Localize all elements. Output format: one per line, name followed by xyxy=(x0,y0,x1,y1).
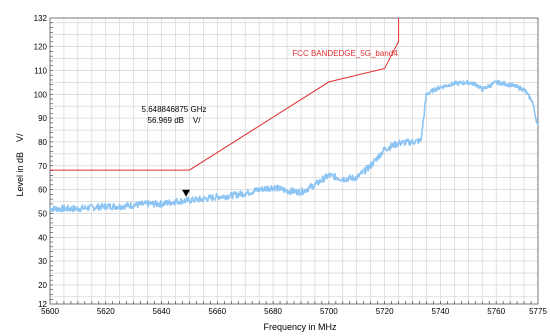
x-tick-label: 5760 xyxy=(487,307,505,316)
y-tick-label: 70 xyxy=(38,162,47,171)
x-tick-label: 5620 xyxy=(97,307,115,316)
y-tick-label: 60 xyxy=(38,186,47,195)
tick-labels: 5600 5620 5640 5660 5680 5700 5720 5740 5760 5775… xyxy=(34,14,548,316)
x-tick-label: 5640 xyxy=(153,307,171,316)
series-group xyxy=(49,18,539,213)
y-tick-label: 110 xyxy=(34,66,47,75)
y-tick-label: 50 xyxy=(38,209,47,218)
series-line-measurement xyxy=(49,79,539,213)
x-tick-label: 5700 xyxy=(320,307,338,316)
y-tick-label: 40 xyxy=(38,233,47,242)
marker-frequency-label: 5.648846875 GHz xyxy=(142,105,207,114)
y-tick-label: 30 xyxy=(38,257,47,266)
x-tick-label: 5680 xyxy=(264,307,282,316)
y-tick-label: 132 xyxy=(34,14,48,23)
y-tick-label: 20 xyxy=(38,281,47,290)
y-tick-label: 80 xyxy=(38,138,47,147)
marker-level-label: 56.969 dB V/ xyxy=(148,116,202,125)
x-tick-label: 5740 xyxy=(432,307,450,316)
y-tick-label: 12 xyxy=(38,300,47,309)
grid xyxy=(50,18,538,304)
x-tick-label: 5720 xyxy=(376,307,394,316)
y-axis-title: Level in dB V/ xyxy=(15,133,25,197)
x-axis-title: Frequency in MHz xyxy=(263,322,337,332)
y-tick-label: 100 xyxy=(34,90,48,99)
marker-triangle xyxy=(182,189,191,197)
x-tick-label: 5600 xyxy=(41,307,59,316)
limit-line-label: FCC BANDEDGE_5G_band4 xyxy=(292,49,398,58)
plot-frame xyxy=(49,17,539,305)
x-tick-label: 5775 xyxy=(529,307,547,316)
y-tick-label: 90 xyxy=(38,114,47,123)
y-tick-label: 120 xyxy=(34,43,48,52)
series-line-limit xyxy=(50,18,400,171)
x-tick-label: 5660 xyxy=(208,307,226,316)
